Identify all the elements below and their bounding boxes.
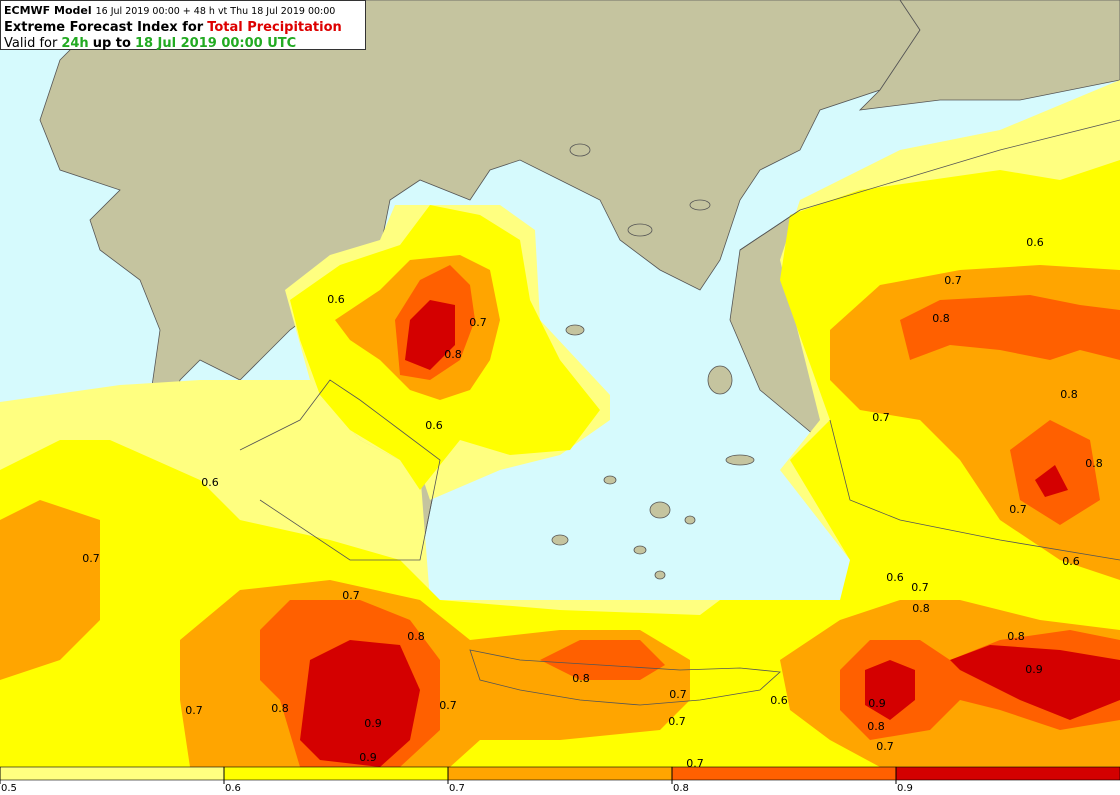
- contour-label: 0.8: [867, 720, 885, 733]
- contour-label: 0.7: [668, 715, 686, 728]
- colorbar-segment: [671, 766, 897, 781]
- colorbar-tick-label: 0.6: [225, 783, 241, 794]
- contour-label: 0.8: [932, 312, 950, 325]
- contour-label: 0.6: [201, 476, 219, 489]
- efi-field: [1035, 465, 1068, 497]
- contour-label: 0.6: [770, 694, 788, 707]
- contour-label: 0.6: [886, 571, 904, 584]
- contour-label: 0.7: [876, 740, 894, 753]
- contour-label: 0.8: [912, 602, 930, 615]
- period: 24h: [61, 36, 89, 51]
- contour-label: 0.7: [469, 316, 487, 329]
- contour-label: 0.8: [572, 672, 590, 685]
- model: ECMWF Model: [4, 4, 92, 17]
- coastlines: [239, 119, 1120, 706]
- contour-label: 0.7: [439, 699, 457, 712]
- contour-label: 0.7: [185, 704, 203, 717]
- product: Extreme Forecast Index for: [4, 20, 204, 35]
- contour-label: 0.7: [82, 552, 100, 565]
- contour-label: 0.7: [872, 411, 890, 424]
- contour-label: 0.8: [271, 702, 289, 715]
- contour-label: 0.6: [1062, 555, 1080, 568]
- contour-label: 0.9: [868, 697, 886, 710]
- efi-fields: [0, 80, 1120, 767]
- valid-prefix: Valid for: [4, 36, 58, 51]
- contour-label: 0.7: [911, 581, 929, 594]
- colorbar-segment: [0, 766, 225, 781]
- contour-label: 0.7: [669, 688, 687, 701]
- efi-field: [540, 640, 665, 680]
- colorbar-tick-label: 0.7: [449, 783, 465, 794]
- efi-field: [405, 300, 455, 370]
- contour-label: 0.6: [327, 293, 345, 306]
- efi-field: [950, 645, 1120, 720]
- efi-field: [865, 660, 915, 720]
- contour-label: 0.8: [1007, 630, 1025, 643]
- colorbar-segment: [223, 766, 449, 781]
- contour-label: 0.7: [944, 274, 962, 287]
- contour-label: 0.6: [1026, 236, 1044, 249]
- contour-label: 0.7: [1009, 503, 1027, 516]
- valid-mid: up to: [92, 36, 131, 51]
- efi-field: [900, 295, 1120, 360]
- contour-label: 0.8: [407, 630, 425, 643]
- colorbar-segment: [447, 766, 673, 781]
- colorbar-tick-label: 0.9: [897, 783, 913, 794]
- colorbar-tick-label: 0.5: [1, 783, 17, 794]
- run-info: 16 Jul 2019 00:00 + 48 h vt Thu 18 Jul 2…: [95, 6, 336, 17]
- contour-label: 0.8: [1060, 388, 1078, 401]
- valid-time: 18 Jul 2019 00:00 UTC: [134, 36, 297, 51]
- parameter: Total Precipitation: [207, 20, 342, 35]
- header: ECMWF Model 16 Jul 2019 00:00 + 48 h vt T…: [0, 0, 366, 51]
- efi-field: [0, 500, 100, 680]
- contour-label: 0.8: [1085, 457, 1103, 470]
- efi-field: [300, 640, 420, 767]
- contour-label: 0.7: [342, 589, 360, 602]
- colorbar-segment: [895, 766, 1120, 781]
- colorbar-tick-label: 0.8: [673, 783, 689, 794]
- contour-label: 0.9: [364, 717, 382, 730]
- contour-label: 0.8: [444, 348, 462, 361]
- contour-label: 0.9: [359, 751, 377, 764]
- contour-label: 0.9: [1025, 663, 1043, 676]
- contour-label: 0.6: [425, 419, 443, 432]
